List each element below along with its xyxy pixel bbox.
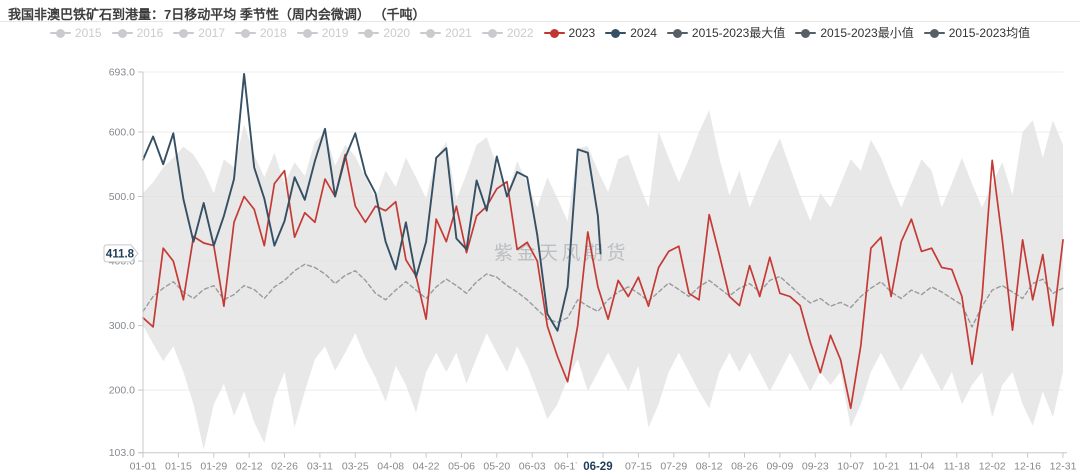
y-tick-label: 600.0 xyxy=(109,127,135,139)
x-tick-label: 04-08 xyxy=(377,461,404,473)
legend-item-2022[interactable]: 2022 xyxy=(481,26,534,40)
legend-marker-icon xyxy=(795,28,817,38)
x-tick-label: 03-25 xyxy=(342,461,369,473)
y-tick-label: 693.0 xyxy=(109,67,135,79)
legend-item-2016[interactable]: 2016 xyxy=(111,26,164,40)
legend-item-label: 2022 xyxy=(506,26,534,40)
x-tick-label: 12-31 xyxy=(1050,461,1077,473)
legend-item-2015-2023均值[interactable]: 2015-2023均值 xyxy=(923,26,1031,40)
x-tick-label: 09-09 xyxy=(766,461,793,473)
x-tick-label: 10-07 xyxy=(837,461,864,473)
legend-item-2017[interactable]: 2017 xyxy=(173,26,225,40)
x-highlight-bg xyxy=(576,458,619,474)
x-tick-label: 09-23 xyxy=(802,461,829,473)
y-tick-label: 300.0 xyxy=(109,320,135,332)
x-tick-label: 12-02 xyxy=(979,461,1006,473)
legend-item-2015[interactable]: 2015 xyxy=(49,26,102,40)
x-tick-label: 06-03 xyxy=(519,461,546,473)
legend-marker-icon xyxy=(923,28,945,38)
x-axis-highlight-label: 06-29 xyxy=(583,461,612,473)
x-tick-label: 05-20 xyxy=(483,461,510,473)
x-tick-label: 01-15 xyxy=(165,461,192,473)
legend-item-2023[interactable]: 2023 xyxy=(543,26,596,40)
legend-item-label: 2019 xyxy=(321,26,349,40)
x-tick-label: 06-17 xyxy=(554,461,581,473)
legend-marker-icon xyxy=(49,28,71,38)
title-divider xyxy=(0,21,1080,22)
legend-item-label: 2015-2023最大值 xyxy=(691,26,786,40)
legend-marker-icon xyxy=(481,28,503,38)
legend-item-label: 2020 xyxy=(383,26,411,40)
legend-marker-icon xyxy=(358,28,380,38)
y-highlight-box xyxy=(103,244,139,263)
legend-item-2024[interactable]: 2024 xyxy=(605,26,657,40)
legend-marker-icon xyxy=(666,28,688,38)
legend-item-2020[interactable]: 2020 xyxy=(358,26,410,40)
x-tick-label: 02-26 xyxy=(271,461,298,473)
legend-item-label: 2023 xyxy=(568,26,596,40)
legend-marker-icon xyxy=(296,28,318,38)
y-tick-label: 500.0 xyxy=(109,191,135,203)
y-tick-label: 103.0 xyxy=(109,447,135,459)
x-tick-label: 07-15 xyxy=(625,461,652,473)
x-tick-label: 05-06 xyxy=(448,461,475,473)
y-axis-highlight-label: 411.8 xyxy=(106,248,135,260)
watermark: 紫金天风期货 xyxy=(494,242,629,264)
x-tick-label: 11-18 xyxy=(944,461,970,473)
minmax-band[interactable] xyxy=(143,110,1063,450)
legend-item-2021[interactable]: 2021 xyxy=(420,26,472,40)
legend-item-2015-2023最大值[interactable]: 2015-2023最大值 xyxy=(666,26,786,40)
legend-marker-icon xyxy=(420,28,442,38)
legend-item-label: 2015-2023最小值 xyxy=(820,26,914,40)
legend-item-label: 2015-2023均值 xyxy=(948,26,1031,40)
series-line-2023[interactable] xyxy=(142,153,1064,410)
legend-marker-icon xyxy=(111,28,133,38)
x-tick-label: 02-12 xyxy=(236,461,263,473)
legend-item-label: 2017 xyxy=(198,26,225,40)
legend-item-label: 2018 xyxy=(260,26,287,40)
legend-marker-icon xyxy=(605,28,627,38)
page-title: 我国非澳巴铁矿石到港量：7日移动平均 季节性（周内会微调） （千吨） xyxy=(8,7,426,22)
legend-item-label: 2016 xyxy=(136,26,164,40)
x-tick-label: 11-04 xyxy=(908,461,934,473)
legend-item-2015-2023最小值[interactable]: 2015-2023最小值 xyxy=(795,26,914,40)
x-tick-label: 12-16 xyxy=(1014,461,1041,473)
y-tick-label: 200.0 xyxy=(109,385,135,397)
x-tick-label: 01-01 xyxy=(130,461,157,473)
legend-item-label: 2015 xyxy=(74,26,102,40)
legend-item-2018[interactable]: 2018 xyxy=(235,26,287,40)
legend-item-label: 2024 xyxy=(630,26,657,40)
x-tick-label: 08-12 xyxy=(696,461,723,473)
x-tick-label: 01-29 xyxy=(200,461,227,473)
legend-marker-icon xyxy=(235,28,256,38)
legend-marker-icon xyxy=(543,28,565,38)
x-tick-label: 04-22 xyxy=(413,461,440,473)
x-tick-label: 10-21 xyxy=(873,461,900,473)
x-tick-label: 03-11 xyxy=(307,461,333,473)
legend-marker-icon xyxy=(173,28,195,38)
legend: 2015 2016 2017 2018 2019 2020 2021 2022 2023 2024… xyxy=(0,25,1080,41)
x-tick-label: 07-29 xyxy=(660,461,687,473)
legend-item-label: 2021 xyxy=(445,26,472,40)
legend-item-2019[interactable]: 2019 xyxy=(296,26,349,40)
series-line-2024[interactable] xyxy=(142,72,602,332)
x-tick-label: 08-26 xyxy=(731,461,758,473)
